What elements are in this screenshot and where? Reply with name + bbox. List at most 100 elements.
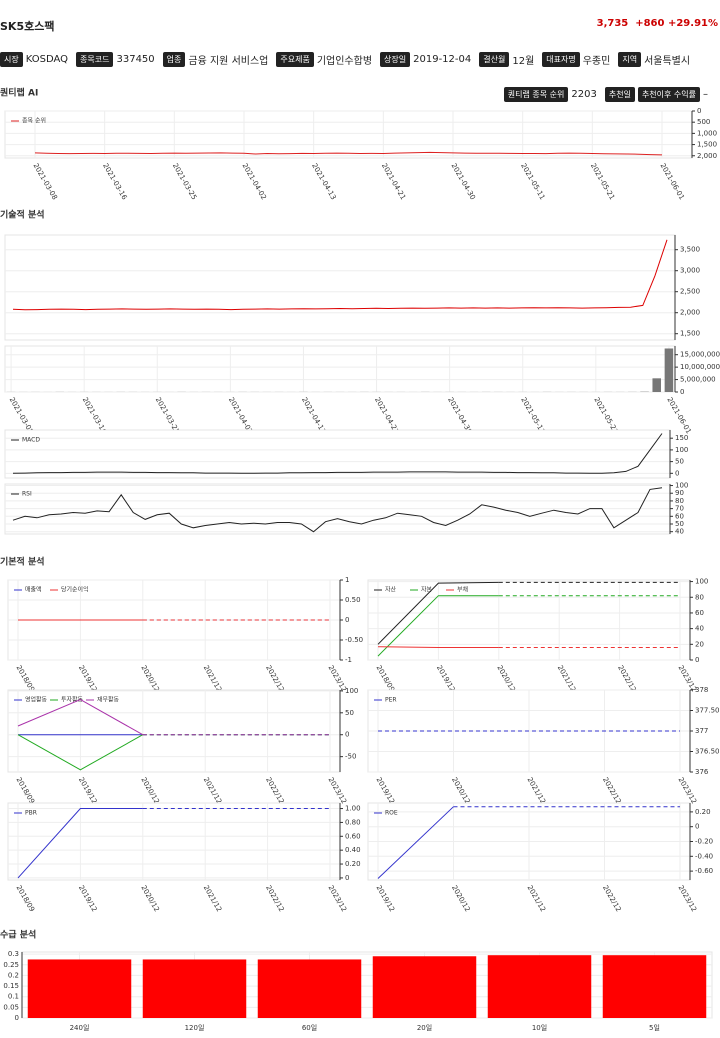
series-line	[377, 595, 499, 657]
y-tick-label: 5,000,000	[680, 376, 716, 384]
ai-badge-label: 추천일	[604, 87, 635, 102]
y-tick-label: 0	[697, 107, 701, 115]
x-tick-label: 2019/12	[435, 664, 456, 693]
legend-label: 종목 순위	[22, 117, 46, 125]
y-tick-label: 500	[697, 118, 710, 126]
y-tick-label: 100	[345, 687, 358, 695]
x-tick-label: 2021-03-25	[154, 396, 181, 435]
x-tick-label: 2021/12	[556, 664, 577, 693]
y-tick-label: 0	[695, 656, 699, 664]
y-tick-label: -0.20	[695, 838, 713, 846]
y-tick-label: 2,000	[697, 152, 717, 160]
ai-badge-label: 퀀티랩 종목 순위	[503, 87, 569, 102]
section-title: 퀀티랩 AI	[0, 87, 38, 99]
x-tick-label: 120일	[185, 1023, 205, 1032]
info-value: 기업인수합병	[316, 56, 373, 67]
x-tick-label: 2022/12	[601, 776, 622, 805]
series-line	[17, 734, 144, 771]
y-tick-label: 0	[345, 874, 349, 882]
series-line	[377, 581, 499, 645]
bar	[602, 955, 707, 1018]
y-tick-label: 2,500	[680, 288, 700, 296]
x-tick-label: 2020/12	[495, 664, 516, 693]
legend-label: 자본	[421, 586, 433, 594]
y-tick-label: 0	[345, 616, 349, 624]
plot-area	[367, 579, 691, 661]
x-tick-label: 2021-04-02	[227, 396, 254, 435]
y-tick-label: 2,000	[680, 309, 700, 317]
bar	[487, 955, 592, 1018]
x-tick-label: 2021/12	[202, 664, 223, 693]
plot-area	[4, 345, 676, 393]
y-tick-label: 0	[345, 731, 349, 739]
y-tick-label: 0.15	[3, 982, 19, 990]
x-tick-label: 2021-06-01	[659, 162, 686, 201]
x-tick-label: 2021-05-11	[519, 162, 546, 201]
x-tick-label: 2021-04-21	[373, 396, 400, 435]
series-line	[12, 239, 668, 311]
y-tick-label: -50	[345, 753, 356, 761]
y-tick-label: 0.20	[695, 808, 711, 816]
x-tick-label: 2021/12	[526, 776, 547, 805]
x-tick-label: 2021-03-08	[8, 396, 35, 435]
y-tick-label: 40	[695, 625, 704, 633]
x-tick-label: 2018/09	[15, 884, 36, 913]
legend-label: PER	[385, 697, 397, 704]
y-tick-label: 3,000	[680, 267, 700, 275]
series-line	[17, 808, 143, 879]
bar	[27, 959, 132, 1018]
y-tick-label: 0	[675, 469, 679, 477]
x-tick-label: 2019/12	[77, 884, 98, 913]
plot-area	[4, 429, 671, 479]
y-tick-label: 1.00	[345, 805, 361, 813]
x-tick-label: 2019/12	[375, 884, 396, 913]
ai-badges: 퀀티랩 종목 순위 2203 추천일 추천이후 수익률 –	[503, 87, 716, 102]
y-tick-label: -0.50	[345, 636, 363, 644]
ai-badge-value: 2203	[571, 89, 597, 100]
y-tick-label: 0.20	[345, 860, 361, 868]
y-tick-label: 100	[695, 578, 708, 586]
price-box: 3,735 +860 +29.91%	[597, 18, 718, 29]
x-tick-label: 2020/12	[139, 776, 160, 805]
y-tick-label: 0.60	[345, 832, 361, 840]
y-tick-label: 376	[695, 768, 709, 776]
y-tick-label: 90	[675, 489, 684, 497]
x-tick-label: 2022/12	[264, 776, 285, 805]
info-label: 종목코드	[76, 52, 114, 67]
ai-badge-label: 추천이후 수익률	[637, 87, 700, 102]
y-tick-label: 0	[680, 388, 684, 396]
x-tick-label: 2020/12	[139, 884, 160, 913]
price: 3,735	[596, 18, 629, 29]
x-tick-label: 2021/12	[202, 884, 223, 913]
plot-area	[7, 689, 341, 773]
info-label: 대표자명	[542, 52, 580, 67]
x-tick-label: 2018/09	[375, 664, 396, 693]
x-tick-label: 2019/12	[77, 776, 98, 805]
info-value: 금융 지원 서비스업	[188, 56, 269, 67]
series-line	[377, 806, 454, 879]
legend-label: 투자활동	[61, 696, 84, 704]
info-value: KOSDAQ	[25, 54, 69, 65]
y-tick-label: 20	[695, 640, 704, 648]
y-tick-label: 0	[15, 1014, 19, 1022]
y-tick-label: -0.40	[695, 852, 713, 860]
bar	[257, 959, 362, 1018]
info-label: 결산월	[479, 52, 510, 67]
info-label: 주요제품	[276, 52, 314, 67]
info-value: 우종민	[582, 56, 611, 67]
plot-area	[4, 110, 693, 159]
bar	[372, 956, 477, 1018]
y-tick-label: 1	[345, 576, 349, 584]
section-title: 기술적 분석	[0, 209, 45, 221]
x-tick-label: 2023/12	[327, 884, 348, 913]
y-tick-label: 377	[695, 727, 708, 735]
ai-badge-value: –	[703, 89, 708, 100]
x-tick-label: 2021-05-21	[589, 162, 616, 201]
x-tick-label: 2021-03-08	[32, 162, 59, 201]
x-tick-label: 2018/09	[15, 664, 36, 693]
x-tick-label: 2022/12	[616, 664, 637, 693]
info-label: 업종	[162, 52, 186, 67]
x-tick-label: 2021-04-30	[446, 396, 473, 435]
legend-label: 매출액	[25, 586, 42, 594]
